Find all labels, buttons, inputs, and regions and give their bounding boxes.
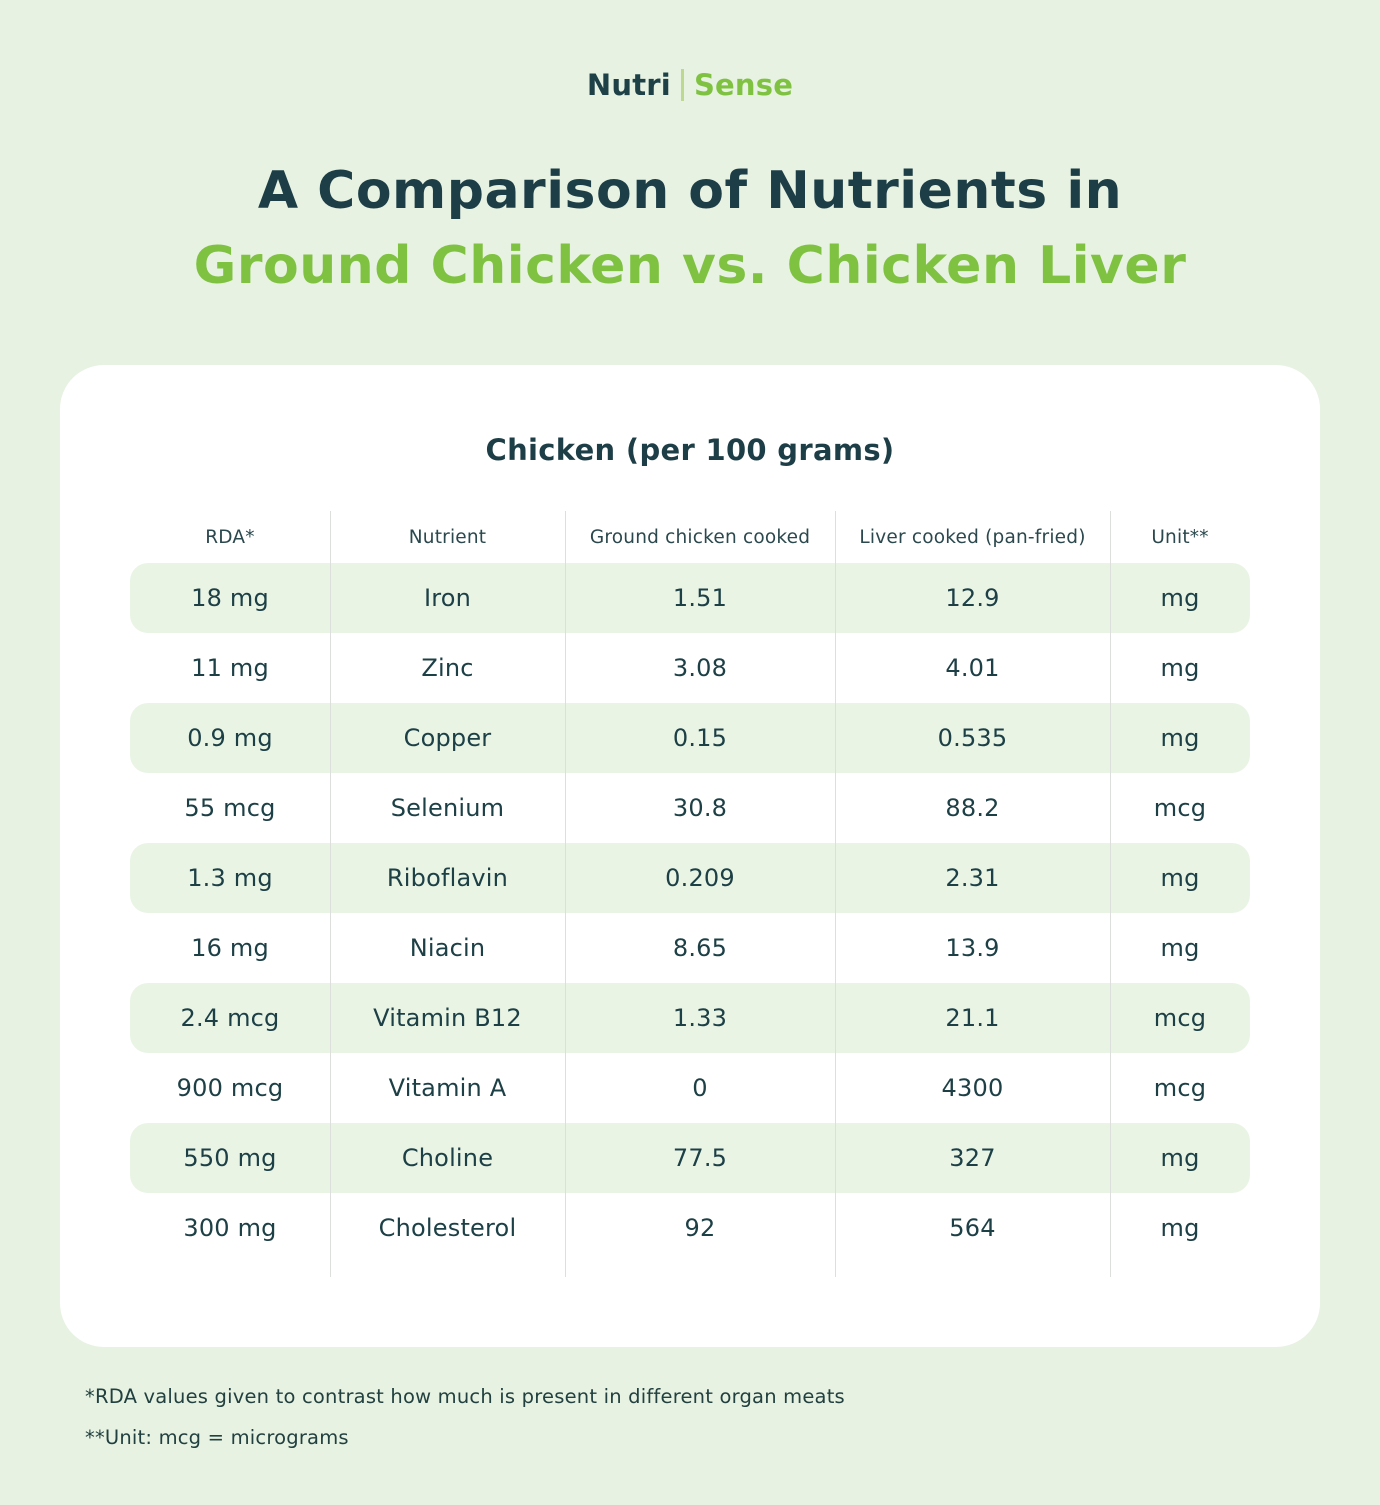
table-header-row: RDA* Nutrient Ground chicken cooked Live… [130,511,1250,563]
cell-unit: mcg [1153,1004,1207,1032]
column-header-liver: Liver cooked (pan-fried) [859,526,1086,548]
brand-logo: Nutri Sense [0,0,1380,102]
footnote-unit: **Unit: mcg = micrograms [85,1426,349,1449]
table-card: Chicken (per 100 grams) RDA* Nutrient Gr… [60,365,1320,1347]
cell-rda: 16 mg [191,934,269,962]
page-title: A Comparison of Nutrients in Ground Chic… [0,154,1380,305]
table-row-vitamin-a: 900 mcg Vitamin A 0 4300 mcg [130,1053,1250,1123]
table-row-vitamin-b12: 2.4 mcg Vitamin B12 1.33 21.1 mcg [130,983,1250,1053]
column-header-nutrient: Nutrient [408,526,487,548]
cell-rda: 1.3 mg [187,864,273,892]
cell-nutrient: Choline [401,1144,494,1172]
footnote-rda: *RDA values given to contrast how much i… [85,1385,845,1408]
cell-ground-value: 8.65 [672,934,728,962]
column-header-ground-chicken: Ground chicken cooked [589,526,811,548]
cell-liver-value: 88.2 [945,794,1000,822]
cell-nutrient: Zinc [421,654,474,682]
cell-ground-value: 0 [692,1074,708,1102]
cell-ground-value: 1.51 [672,584,728,612]
cell-unit: mg [1160,934,1200,962]
cell-nutrient: Copper [403,724,492,752]
cell-ground-value: 1.33 [672,1004,728,1032]
cell-unit: mg [1160,864,1200,892]
cell-nutrient: Selenium [390,794,505,822]
cell-unit: mg [1160,1214,1200,1242]
cell-liver-value: 2.31 [945,864,1000,892]
table-row-cholesterol: 300 mg Cholesterol 92 564 mg [130,1193,1250,1263]
cell-ground-value: 30.8 [672,794,728,822]
footnotes: *RDA values given to contrast how much i… [85,1385,845,1467]
cell-liver-value: 13.9 [945,934,1000,962]
cell-unit: mg [1160,584,1200,612]
cell-rda: 300 mg [183,1214,277,1242]
cell-liver-value: 0.535 [937,724,1008,752]
cell-unit: mg [1160,1144,1200,1172]
cell-liver-value: 327 [949,1144,996,1172]
brand-name-sense: Sense [693,68,794,102]
cell-rda: 550 mg [183,1144,277,1172]
cell-nutrient: Riboflavin [386,864,509,892]
cell-liver-value: 4.01 [945,654,1000,682]
cell-rda: 55 mcg [184,794,276,822]
cell-unit: mg [1160,654,1200,682]
cell-liver-value: 21.1 [945,1004,1000,1032]
table-row-zinc: 11 mg Zinc 3.08 4.01 mg [130,633,1250,703]
cell-ground-value: 0.15 [672,724,728,752]
page-title-line-1: A Comparison of Nutrients in [257,161,1123,221]
cell-unit: mcg [1153,1074,1207,1102]
cell-nutrient: Vitamin A [388,1074,507,1102]
table-row-copper: 0.9 mg Copper 0.15 0.535 mg [130,703,1250,773]
table-row-niacin: 16 mg Niacin 8.65 13.9 mg [130,913,1250,983]
cell-nutrient: Vitamin B12 [373,1004,522,1032]
cell-rda: 900 mcg [176,1074,284,1102]
cell-ground-value: 3.08 [672,654,728,682]
table-row-iron: 18 mg Iron 1.51 12.9 mg [130,563,1250,633]
brand-name-nutri: Nutri [586,68,671,102]
cell-nutrient: Niacin [409,934,486,962]
cell-nutrient: Iron [423,584,472,612]
table-row-choline: 550 mg Choline 77.5 327 mg [130,1123,1250,1193]
cell-ground-value: 92 [684,1214,716,1242]
cell-liver-value: 4300 [941,1074,1004,1102]
cell-rda: 18 mg [191,584,269,612]
cell-ground-value: 0.209 [665,864,735,892]
nutrient-table: RDA* Nutrient Ground chicken cooked Live… [130,511,1250,1277]
cell-ground-value: 77.5 [672,1144,728,1172]
card-title: Chicken (per 100 grams) [485,433,895,467]
cell-liver-value: 12.9 [945,584,1000,612]
brand-divider-bar [680,69,684,101]
column-header-rda: RDA* [205,526,255,548]
column-header-unit: Unit** [1151,526,1209,548]
cell-liver-value: 564 [949,1214,996,1242]
cell-unit: mg [1160,724,1200,752]
cell-unit: mcg [1153,794,1207,822]
cell-rda: 0.9 mg [187,724,273,752]
page-title-line-2: Ground Chicken vs. Chicken Liver [193,236,1187,297]
cell-nutrient: Cholesterol [378,1214,517,1242]
cell-rda: 2.4 mcg [180,1004,280,1032]
table-row-riboflavin: 1.3 mg Riboflavin 0.209 2.31 mg [130,843,1250,913]
table-row-selenium: 55 mcg Selenium 30.8 88.2 mcg [130,773,1250,843]
cell-rda: 11 mg [191,654,269,682]
